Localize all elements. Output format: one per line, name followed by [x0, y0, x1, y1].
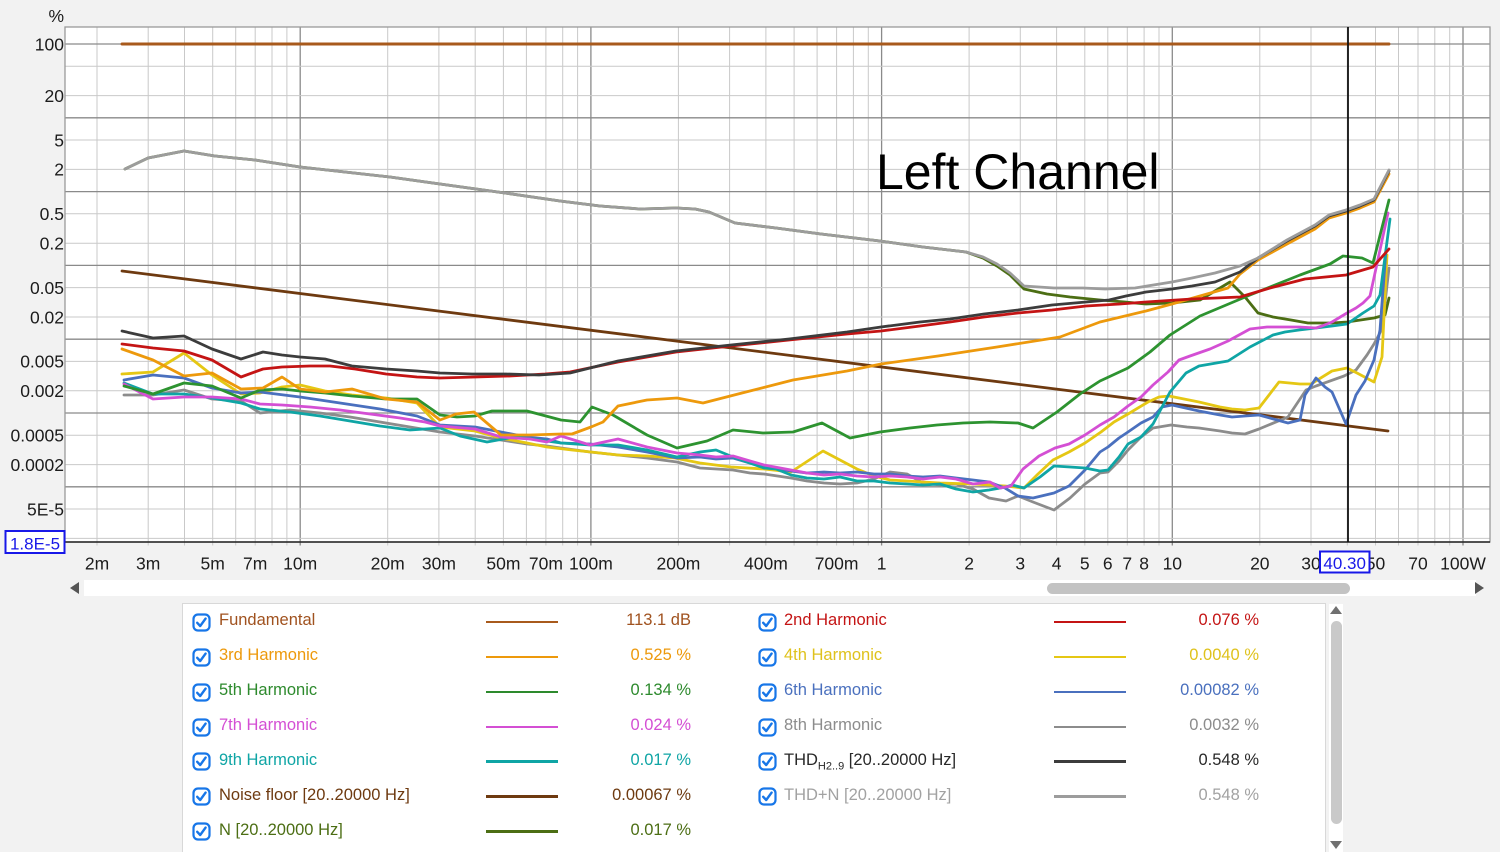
svg-text:1: 1: [877, 554, 887, 574]
svg-text:0.0005: 0.0005: [10, 426, 64, 446]
svg-text:0.05: 0.05: [30, 278, 64, 298]
svg-text:10m: 10m: [283, 554, 317, 574]
svg-text:20: 20: [1250, 554, 1270, 574]
svg-text:5m: 5m: [201, 554, 225, 574]
svg-text:0.2: 0.2: [40, 234, 64, 254]
svg-text:100W: 100W: [1440, 554, 1486, 574]
svg-text:7: 7: [1122, 554, 1132, 574]
svg-text:4: 4: [1052, 554, 1062, 574]
svg-text:70: 70: [1408, 554, 1428, 574]
svg-text:0.002: 0.002: [20, 381, 64, 401]
svg-text:40.30: 40.30: [1323, 554, 1366, 573]
svg-text:5E-5: 5E-5: [27, 499, 64, 519]
svg-text:6: 6: [1103, 554, 1113, 574]
svg-text:2: 2: [964, 554, 974, 574]
svg-text:400m: 400m: [744, 554, 788, 574]
svg-text:5: 5: [1080, 554, 1090, 574]
svg-text:0.5: 0.5: [40, 204, 64, 224]
svg-text:3: 3: [1015, 554, 1025, 574]
svg-text:50m: 50m: [486, 554, 520, 574]
svg-text:0.0002: 0.0002: [10, 455, 64, 475]
svg-text:0.005: 0.005: [20, 352, 64, 372]
svg-text:20: 20: [45, 86, 65, 106]
svg-text:7m: 7m: [243, 554, 267, 574]
svg-text:30m: 30m: [422, 554, 456, 574]
svg-text:0.02: 0.02: [30, 307, 64, 327]
svg-text:100m: 100m: [569, 554, 613, 574]
svg-text:20m: 20m: [371, 554, 405, 574]
svg-text:1.8E-5: 1.8E-5: [10, 535, 60, 554]
svg-text:Left Channel: Left Channel: [876, 144, 1160, 200]
svg-text:70m: 70m: [529, 554, 563, 574]
svg-text:200m: 200m: [657, 554, 701, 574]
svg-text:2: 2: [54, 160, 64, 180]
svg-text:10: 10: [1163, 554, 1183, 574]
svg-text:%: %: [48, 6, 64, 26]
svg-text:8: 8: [1139, 554, 1149, 574]
svg-text:2m: 2m: [85, 554, 109, 574]
svg-text:5: 5: [54, 130, 64, 150]
svg-text:3m: 3m: [136, 554, 160, 574]
svg-text:700m: 700m: [815, 554, 859, 574]
svg-text:100: 100: [35, 34, 64, 54]
svg-text:50: 50: [1366, 554, 1386, 574]
svg-text:30: 30: [1301, 554, 1321, 574]
